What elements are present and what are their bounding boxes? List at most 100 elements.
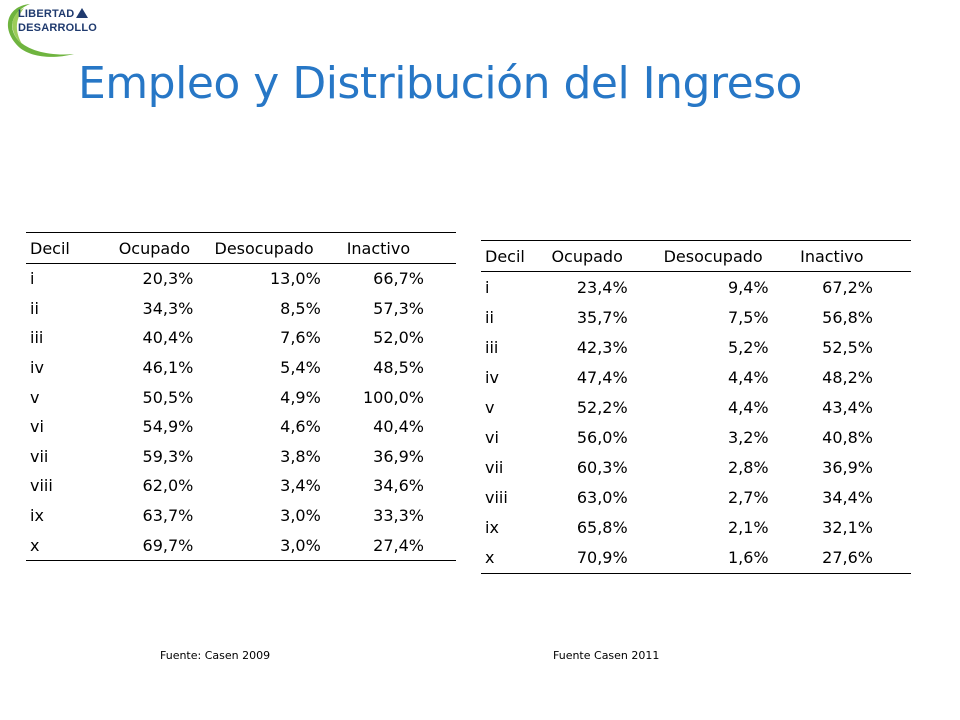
cell-ocupado: 50,5% [142,387,194,407]
table-row: x 69,7% 3,0% 27,4% [26,530,456,561]
cell-ocupado: 35,7% [576,307,628,327]
column-header-ocupado: Ocupado [546,240,658,272]
cell-decil: v [485,397,495,417]
table-row: viii 63,0% 2,7% 34,4% [481,483,911,513]
table-row: vi 56,0% 3,2% 40,8% [481,422,911,452]
column-header-desocupado: Desocupado [207,232,333,264]
cell-inactivo: 40,8% [822,428,873,448]
cell-decil: ix [485,518,499,538]
cell-desocupado: 9,4% [727,277,769,297]
source-note-2009: Fuente: Casen 2009 [160,649,271,662]
table-row: ix 63,7% 3,0% 33,3% [26,501,456,531]
cell-ocupado: 46,1% [142,358,194,378]
cell-desocupado: 4,6% [280,417,321,437]
table-row: x 70,9% 1,6% 27,6% [481,542,911,574]
table-row: ii 35,7% 7,5% 56,8% [481,302,911,332]
cell-desocupado: 3,2% [727,428,769,448]
cell-desocupado: 3,8% [280,446,321,466]
column-header-ocupado: Ocupado [115,232,208,264]
source-note-2011: Fuente Casen 2011 [553,649,660,662]
cell-desocupado: 7,5% [727,307,769,327]
cell-ocupado: 56,0% [576,428,628,448]
cell-decil: ix [30,506,44,526]
libertad-desarrollo-logo: LIBERTAD DESARROLLO [0,0,100,62]
cell-desocupado: 2,8% [727,458,769,478]
cell-ocupado: 59,3% [142,446,194,466]
cell-desocupado: 3,0% [207,530,333,561]
logo-text-line2: DESARROLLO [18,22,97,34]
cell-ocupado: 42,3% [576,337,628,357]
cell-decil: iii [30,328,44,348]
column-header-inactivo: Inactivo [790,240,911,272]
cell-ocupado: 34,3% [142,298,194,318]
cell-inactivo: 32,1% [822,518,873,538]
cell-decil: iv [30,358,44,378]
cell-inactivo: 27,6% [790,542,911,574]
table-row: i 23,4% 9,4% 67,2% [481,272,911,303]
cell-desocupado: 5,2% [727,337,769,357]
cell-ocupado: 54,9% [142,417,194,437]
logo-text-line1: LIBERTAD [18,8,75,20]
cell-decil: ii [30,298,39,318]
cell-desocupado: 4,4% [727,367,769,387]
cell-desocupado: 1,6% [657,542,791,574]
cell-decil: vi [485,428,499,448]
cell-inactivo: 40,4% [373,417,424,437]
column-header-inactivo: Inactivo [332,232,456,264]
table-row: viii 62,0% 3,4% 34,6% [26,471,456,501]
cell-inactivo: 36,9% [822,458,873,478]
cell-inactivo: 34,4% [822,488,873,508]
column-header-decil: Decil [26,232,116,264]
table-row: ix 65,8% 2,1% 32,1% [481,513,911,543]
cell-desocupado: 4,4% [727,397,769,417]
table-row: vii 59,3% 3,8% 36,9% [26,442,456,472]
cell-desocupado: 3,4% [280,476,321,496]
table-row: v 50,5% 4,9% 100,0% [26,382,456,412]
cell-desocupado: 7,6% [280,328,321,348]
column-header-decil: Decil [481,240,547,272]
table-row: iii 42,3% 5,2% 52,5% [481,332,911,362]
table-row: v 52,2% 4,4% 43,4% [481,392,911,422]
logo-triangle-icon [76,8,88,18]
cell-inactivo: 27,4% [332,530,456,561]
cell-ocupado: 52,2% [576,397,628,417]
table-casen-2011: Decil Ocupado Desocupado Inactivo i 23,4%… [481,240,911,574]
cell-desocupado: 2,1% [727,518,769,538]
cell-inactivo: 48,2% [822,367,873,387]
cell-ocupado: 63,7% [142,506,194,526]
cell-inactivo: 33,3% [373,506,424,526]
cell-decil: viii [30,476,53,496]
cell-decil: ii [485,307,494,327]
page-title: Empleo y Distribución del Ingreso [78,58,802,109]
cell-ocupado: 62,0% [142,476,194,496]
cell-ocupado: 69,7% [115,530,208,561]
table-row: i 20,3% 13,0% 66,7% [26,264,456,294]
cell-ocupado: 70,9% [546,542,658,574]
cell-inactivo: 43,4% [822,397,873,417]
cell-ocupado: 65,8% [576,518,628,538]
cell-ocupado: 23,4% [576,277,628,297]
table-row: vi 54,9% 4,6% 40,4% [26,412,456,442]
cell-inactivo: 36,9% [373,446,424,466]
cell-decil: x [26,530,116,561]
cell-desocupado: 2,7% [727,488,769,508]
column-header-desocupado: Desocupado [657,240,791,272]
cell-inactivo: 57,3% [373,298,424,318]
table-row: iv 47,4% 4,4% 48,2% [481,362,911,392]
cell-inactivo: 52,0% [373,328,424,348]
cell-decil: viii [485,488,508,508]
cell-inactivo: 100,0% [362,387,424,407]
cell-decil: vii [485,458,504,478]
cell-inactivo: 66,7% [373,269,424,289]
cell-ocupado: 63,0% [576,488,628,508]
table-row: vii 60,3% 2,8% 36,9% [481,453,911,483]
cell-decil: iii [485,337,499,357]
cell-ocupado: 60,3% [576,458,628,478]
cell-inactivo: 67,2% [822,277,873,297]
table-row: ii 34,3% 8,5% 57,3% [26,294,456,324]
cell-desocupado: 8,5% [280,298,321,318]
cell-ocupado: 20,3% [142,269,194,289]
cell-inactivo: 56,8% [822,307,873,327]
cell-decil: x [481,542,547,574]
cell-inactivo: 34,6% [373,476,424,496]
